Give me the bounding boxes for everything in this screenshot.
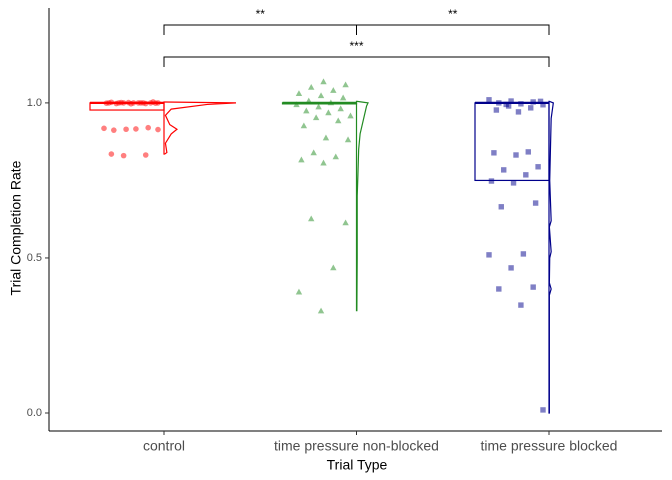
- point: [488, 178, 495, 184]
- point: [295, 90, 303, 96]
- point: [540, 102, 546, 108]
- point: [145, 124, 151, 131]
- point: [305, 97, 312, 104]
- point: [530, 99, 536, 105]
- point: [123, 126, 129, 133]
- point: [113, 100, 120, 107]
- violin: [548, 100, 554, 414]
- point: [308, 215, 315, 222]
- point: [518, 101, 524, 107]
- y-tick-label: 0.5: [27, 252, 42, 264]
- point: [486, 252, 492, 258]
- point: [308, 83, 315, 90]
- point: [344, 136, 352, 143]
- point: [111, 127, 117, 133]
- point: [103, 100, 110, 107]
- point: [508, 98, 514, 104]
- point: [295, 288, 303, 295]
- y-axis-title: Trial Completion Rate: [8, 160, 24, 295]
- point: [342, 219, 349, 226]
- point: [515, 109, 522, 115]
- point: [486, 97, 492, 103]
- point: [493, 107, 500, 113]
- point: [528, 105, 534, 111]
- point: [315, 103, 322, 110]
- significance-bracket: [356, 24, 550, 35]
- point: [535, 164, 541, 170]
- point: [320, 159, 327, 166]
- point: [339, 94, 347, 101]
- point: [322, 134, 330, 141]
- significance-label: **: [448, 7, 458, 21]
- point: [523, 172, 529, 178]
- point: [530, 284, 536, 290]
- point: [496, 100, 502, 106]
- point: [532, 200, 539, 206]
- point: [347, 112, 354, 119]
- point: [298, 156, 305, 163]
- significance-label: ***: [349, 39, 363, 53]
- significance-bracket: [163, 56, 550, 67]
- point: [108, 151, 115, 157]
- point: [332, 153, 339, 160]
- x-tick-label: control: [143, 438, 185, 454]
- y-tick-label: 1.0: [27, 97, 42, 109]
- point: [312, 114, 320, 121]
- x-tick-label: time pressure blocked: [481, 438, 618, 454]
- point: [303, 107, 310, 114]
- point: [133, 126, 139, 132]
- point: [520, 251, 527, 257]
- point: [310, 149, 317, 156]
- point: [120, 152, 127, 159]
- point: [501, 167, 507, 173]
- point: [342, 81, 349, 88]
- point: [300, 122, 308, 129]
- point: [337, 105, 344, 112]
- significance-bracket: [163, 24, 357, 35]
- x-tick-label: time pressure non-blocked: [274, 438, 439, 454]
- point: [510, 180, 517, 186]
- x-axis-title: Trial Type: [327, 457, 388, 473]
- point: [142, 152, 149, 158]
- point: [330, 87, 337, 93]
- point: [135, 100, 142, 106]
- point: [327, 99, 335, 106]
- point: [325, 109, 332, 116]
- point: [155, 126, 161, 133]
- point: [491, 150, 497, 156]
- point: [537, 98, 544, 105]
- point: [496, 286, 502, 292]
- point: [503, 101, 509, 108]
- significance-label: **: [256, 7, 266, 21]
- point: [147, 100, 154, 106]
- violin: [355, 100, 369, 312]
- point: [320, 78, 327, 85]
- y-tick-label: 0.0: [27, 407, 42, 419]
- point: [317, 92, 325, 99]
- point: [101, 125, 107, 132]
- point: [317, 307, 325, 314]
- point: [335, 117, 342, 124]
- point: [513, 152, 519, 158]
- point: [518, 302, 524, 308]
- point: [525, 149, 531, 155]
- point: [293, 101, 300, 108]
- point: [125, 99, 132, 106]
- point: [330, 264, 337, 271]
- point: [498, 204, 504, 210]
- point: [540, 407, 546, 413]
- point: [508, 265, 514, 271]
- violin: [163, 101, 237, 155]
